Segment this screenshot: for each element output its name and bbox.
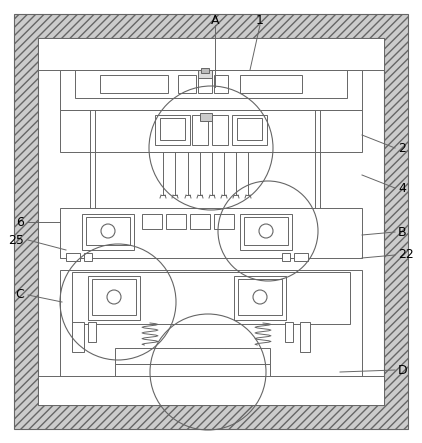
Bar: [190, 214, 210, 229]
Bar: [142, 214, 162, 229]
Bar: [38, 38, 384, 405]
Bar: [200, 113, 212, 121]
Text: B: B: [398, 225, 407, 238]
Text: 6: 6: [16, 215, 24, 229]
Bar: [192, 115, 208, 145]
Bar: [60, 270, 362, 390]
Bar: [240, 75, 302, 93]
Bar: [88, 276, 140, 320]
Bar: [198, 75, 212, 93]
Bar: [72, 272, 350, 324]
Bar: [160, 118, 185, 140]
Bar: [232, 115, 267, 145]
Bar: [115, 348, 270, 364]
Bar: [88, 322, 96, 342]
Bar: [214, 75, 228, 93]
Bar: [38, 376, 384, 405]
Bar: [86, 217, 130, 245]
Bar: [60, 110, 362, 152]
Bar: [214, 214, 234, 229]
Bar: [285, 322, 293, 342]
Bar: [212, 115, 228, 145]
Bar: [60, 208, 362, 258]
Text: A: A: [211, 13, 219, 27]
Bar: [75, 70, 347, 98]
Text: D: D: [398, 364, 408, 377]
Bar: [72, 322, 84, 352]
Bar: [240, 214, 292, 250]
Bar: [198, 70, 212, 78]
Bar: [201, 68, 209, 73]
Bar: [238, 279, 282, 315]
Text: 22: 22: [398, 249, 414, 261]
Bar: [115, 364, 270, 376]
Bar: [84, 253, 92, 261]
Bar: [38, 38, 384, 70]
Text: 1: 1: [256, 13, 264, 27]
Bar: [237, 118, 262, 140]
Bar: [300, 322, 310, 352]
Text: 4: 4: [398, 182, 406, 194]
Bar: [282, 253, 290, 261]
Bar: [66, 253, 80, 261]
Bar: [100, 75, 168, 93]
Bar: [178, 75, 196, 93]
Bar: [234, 276, 286, 320]
Bar: [244, 217, 288, 245]
Text: C: C: [15, 288, 24, 302]
Bar: [155, 115, 190, 145]
Bar: [166, 214, 186, 229]
Bar: [82, 214, 134, 250]
Bar: [92, 279, 136, 315]
Bar: [60, 70, 362, 110]
Bar: [294, 253, 308, 261]
Text: 2: 2: [398, 141, 406, 155]
Text: 25: 25: [8, 233, 24, 246]
